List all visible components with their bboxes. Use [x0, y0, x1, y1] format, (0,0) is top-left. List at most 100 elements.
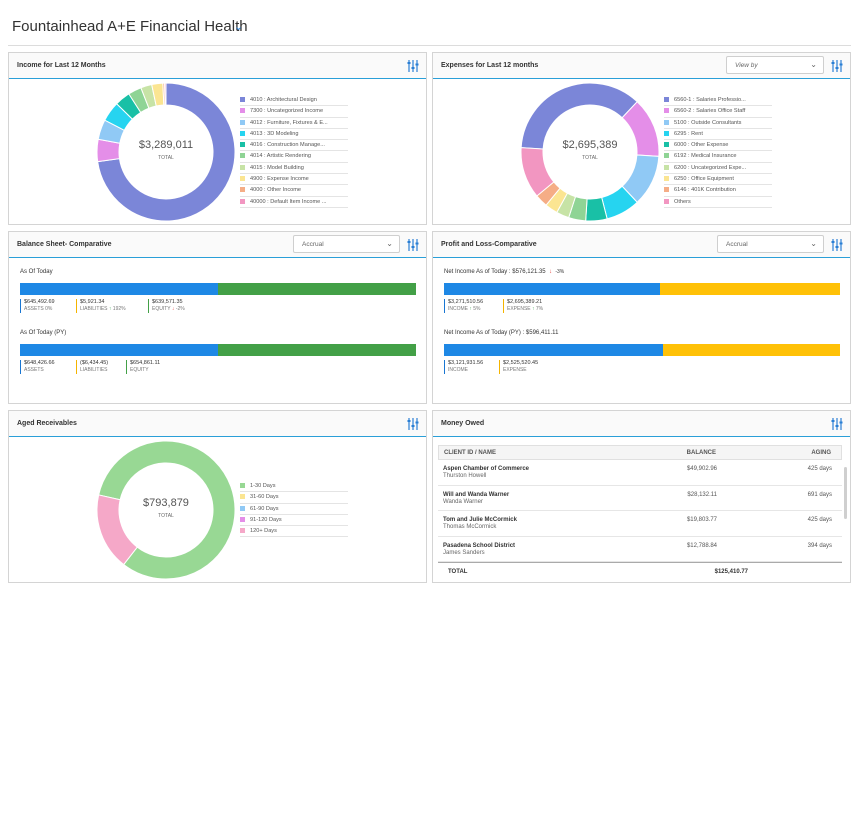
profit-loss-panel: Profit and Loss-Comparative Accrual ⌄ Ne… — [432, 231, 851, 404]
client-balance: $19,803.77 — [686, 517, 717, 523]
expenses-legend-item[interactable]: 5100 : Outside Consultants — [664, 118, 772, 129]
total-label: TOTAL — [448, 569, 468, 575]
pnl-today-bar[interactable] — [444, 283, 840, 295]
aged-receivables-panel: Aged Receivables $793,879 TOTAL 1-30 Day… — [8, 410, 427, 583]
income-legend-item[interactable]: 4900 : Expense Income — [240, 174, 348, 186]
expenses-legend-item[interactable]: 6560-1 : Salaries Professio... — [664, 95, 772, 107]
income-total-label: TOTAL — [158, 155, 174, 161]
chevron-down-icon[interactable]: ⌄ — [234, 21, 244, 33]
aged-legend-item[interactable]: 120+ Days — [240, 526, 348, 538]
column-client[interactable]: CLIENT ID / NAME — [444, 450, 496, 456]
income-donut-chart[interactable] — [96, 82, 236, 222]
accrual-dropdown[interactable]: Accrual ⌄ — [717, 235, 824, 253]
stat-label: ASSETS 0% — [24, 306, 55, 313]
arrow-up-icon: ↑ — [107, 306, 113, 312]
expenses-legend-item[interactable]: 6295 : Rent — [664, 129, 772, 141]
settings-sliders-icon[interactable] — [406, 417, 420, 431]
legend-swatch — [240, 505, 245, 511]
column-aging[interactable]: AGING — [811, 450, 831, 456]
stat-income: $3,271,510.56 INCOME ↑ 5% — [444, 299, 483, 313]
table-scrollbar[interactable] — [844, 467, 847, 519]
stat-value: $5,921.34 — [80, 299, 105, 305]
stat-value: ($6,434.45) — [80, 360, 109, 366]
legend-swatch — [240, 164, 245, 170]
client-name: Pasadena School District — [443, 542, 516, 549]
accrual-dropdown[interactable]: Accrual ⌄ — [293, 235, 400, 253]
table-row[interactable]: Will and Wanda Warner Wanda Warner $28,1… — [438, 486, 842, 511]
income-slice-9[interactable] — [164, 82, 167, 106]
aged-total-value: $793,879 — [143, 497, 189, 509]
income-legend-item[interactable]: 4000 : Other Income — [240, 185, 348, 197]
settings-sliders-icon[interactable] — [830, 238, 844, 252]
expenses-donut-chart[interactable] — [520, 82, 660, 222]
legend-label: 5100 : Outside Consultants — [674, 119, 742, 126]
expenses-panel-header: Expenses for Last 12 months View by ⌄ — [433, 53, 850, 79]
income-legend-item[interactable]: 4015 : Model Building — [240, 163, 348, 175]
column-balance[interactable]: BALANCE — [686, 450, 716, 456]
pnl-today-segment-right[interactable] — [659, 283, 840, 295]
table-row[interactable]: Pasadena School District James Sanders $… — [438, 537, 842, 562]
aged-legend-item[interactable]: 61-90 Days — [240, 504, 348, 515]
settings-sliders-icon[interactable] — [830, 417, 844, 431]
stat-expense: $2,695,389.21 EXPENSE ↑ 7% — [503, 299, 543, 313]
page-title[interactable]: Fountainhead A+E Financial Health — [12, 18, 248, 35]
expenses-legend-item[interactable]: 6200 : Uncategorized Expe... — [664, 163, 772, 175]
income-slice-0[interactable] — [97, 82, 236, 222]
income-legend-item[interactable]: 4010 : Architectural Design — [240, 95, 348, 107]
aged-slice-0[interactable] — [98, 440, 236, 580]
expenses-legend-item[interactable]: 6000 : Other Expense — [664, 140, 772, 152]
settings-sliders-icon[interactable] — [406, 238, 420, 252]
arrow-up-icon: ↑ — [468, 306, 474, 312]
aged-receivables-donut-chart[interactable] — [96, 440, 236, 580]
table-row[interactable]: Tom and Julie McCormick Thomas McCormick… — [438, 511, 842, 537]
view-by-dropdown[interactable]: View by ⌄ — [726, 56, 824, 74]
balance-today-bar[interactable] — [20, 283, 416, 295]
money-owed-title: Money Owed — [441, 420, 485, 427]
pnl-today-segment-left[interactable] — [444, 283, 660, 295]
expenses-panel-title: Expenses for Last 12 months — [441, 62, 539, 69]
expenses-slice-9[interactable] — [520, 147, 555, 197]
pnl-py-segment-left[interactable] — [444, 344, 663, 356]
pnl-py-bar[interactable] — [444, 344, 840, 356]
balance-py-bar[interactable] — [20, 344, 416, 356]
balance-py-segment-right[interactable] — [218, 344, 416, 356]
income-legend-item[interactable]: 7300 : Uncategorized Income — [240, 106, 348, 118]
expenses-legend-item[interactable]: 6192 : Medical Insurance — [664, 151, 772, 163]
legend-label: 4013 : 3D Modeling — [250, 130, 299, 137]
expenses-legend-item[interactable]: 6560-2 : Salaries Office Staff — [664, 106, 772, 118]
balance-today-segment-right[interactable] — [218, 283, 416, 295]
pnl-py-segment-right[interactable] — [662, 344, 840, 356]
stat-value: $3,121,931.56 — [448, 360, 484, 366]
income-legend-item[interactable]: 4013 : 3D Modeling — [240, 129, 348, 141]
income-legend-item[interactable]: 4012 : Furniture, Fixtures & E... — [240, 118, 348, 129]
aged-legend-item[interactable]: 31-60 Days — [240, 492, 348, 504]
client-balance: $28,132.11 — [687, 491, 717, 498]
expenses-legend: 6560-1 : Salaries Professio... 6560-2 : S… — [664, 95, 772, 208]
table-row[interactable]: Aspen Chamber of Commerce Thurston Howel… — [438, 460, 842, 486]
legend-label: 6560-2 : Salaries Office Staff — [674, 108, 746, 115]
stat-liabilities: ($6,434.45) LIABILITIES — [76, 360, 108, 374]
balance-py-segment-left[interactable] — [20, 344, 218, 356]
stat-equity: $654,861.11 EQUITY — [126, 360, 160, 374]
settings-sliders-icon[interactable] — [830, 59, 844, 73]
balance-today-segment-left[interactable] — [20, 283, 218, 295]
stat-label-text: LIABILITIES — [80, 367, 108, 373]
settings-sliders-icon[interactable] — [406, 59, 420, 73]
legend-label: 6192 : Medical Insurance — [674, 153, 737, 160]
expenses-legend-item[interactable]: 6146 : 401K Contribution — [664, 185, 772, 197]
income-legend-item[interactable]: 4016 : Construction Manage... — [240, 140, 348, 152]
expenses-legend-item[interactable]: 6250 : Office Equipment — [664, 174, 772, 186]
accrual-label: Accrual — [302, 241, 324, 248]
income-legend-item[interactable]: 40000 : Default Item Income ... — [240, 197, 348, 208]
pnl-today-change: -3% — [555, 269, 565, 275]
expenses-total-value: $2,695,389 — [562, 139, 618, 151]
income-legend-item[interactable]: 4014 : Artistic Rendering — [240, 151, 348, 163]
income-panel: Income for Last 12 Months $3,289,011 TOT… — [8, 52, 427, 225]
money-owed-table: CLIENT ID / NAME BALANCE AGING Aspen Cha… — [438, 445, 842, 578]
stat-income: $3,121,931.56 INCOME — [444, 360, 483, 374]
expenses-legend-item[interactable]: Others — [664, 197, 772, 208]
aged-legend-item[interactable]: 1-30 Days — [240, 481, 348, 493]
aged-legend-item[interactable]: 91-120 Days — [240, 515, 348, 527]
aged-slice-4[interactable] — [96, 494, 138, 566]
table-header: CLIENT ID / NAME BALANCE AGING — [438, 445, 842, 460]
